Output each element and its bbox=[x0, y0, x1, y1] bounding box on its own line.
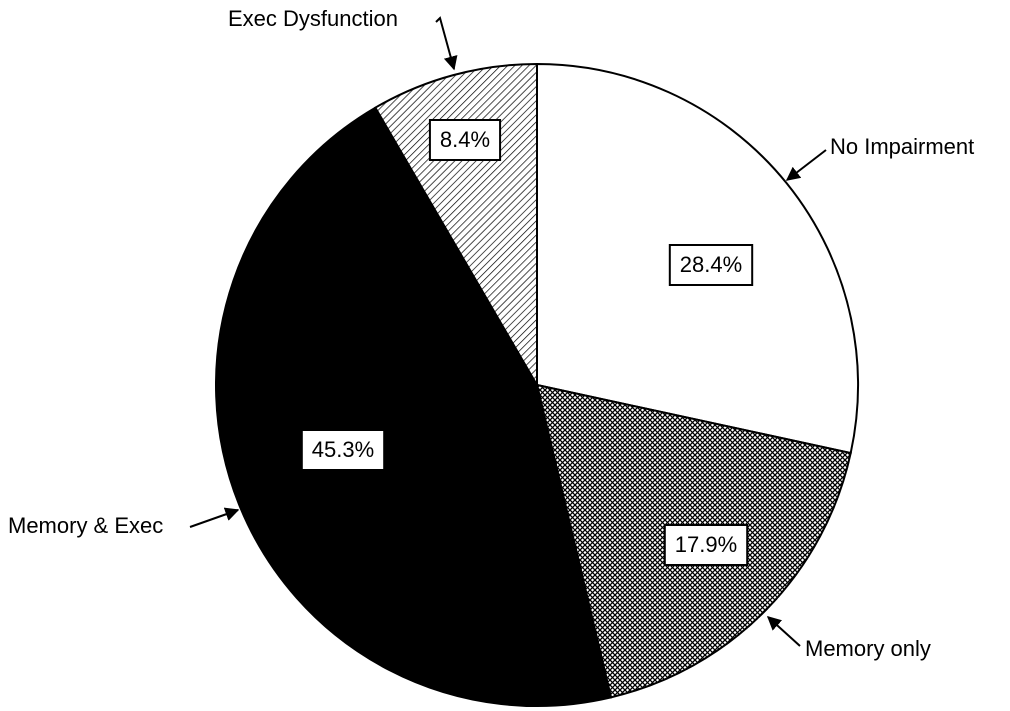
value-label: 8.4% bbox=[440, 127, 490, 152]
slice-label: Memory & Exec bbox=[8, 513, 163, 538]
pie-slice bbox=[215, 106, 613, 707]
label-arrow bbox=[189, 507, 240, 528]
value-label: 17.9% bbox=[675, 532, 737, 557]
label-arrow bbox=[785, 149, 827, 181]
value-label: 28.4% bbox=[680, 252, 742, 277]
label-arrow bbox=[766, 616, 801, 647]
label-arrow bbox=[435, 16, 458, 71]
value-label-box bbox=[300, 429, 386, 471]
slice-label: Exec Dysfunction bbox=[228, 6, 398, 31]
value-label-box bbox=[428, 119, 502, 161]
value-label-box bbox=[668, 244, 754, 286]
value-label-box bbox=[663, 524, 749, 566]
slice-label: Memory only bbox=[805, 636, 931, 661]
slice-label: No Impairment bbox=[830, 134, 974, 159]
value-label: 45.3% bbox=[312, 437, 374, 462]
